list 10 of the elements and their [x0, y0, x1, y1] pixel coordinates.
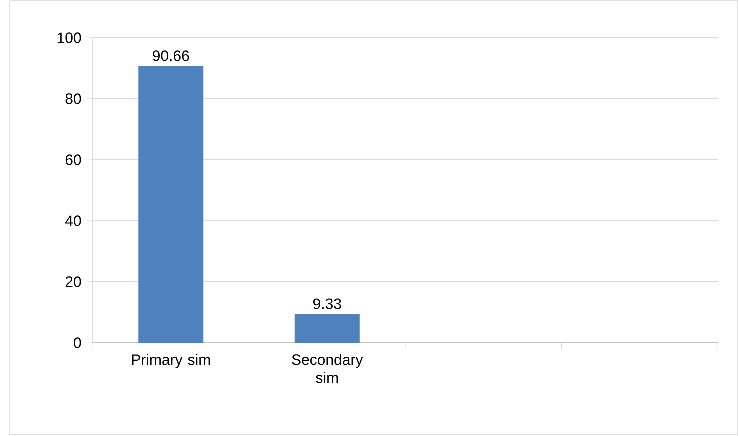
y-tick-label: 0 [74, 338, 82, 348]
data-label: 9.33 [313, 298, 342, 310]
data-label: 90.66 [153, 50, 190, 62]
y-tick-label: 40 [65, 216, 82, 226]
y-tick-label: 100 [58, 32, 82, 44]
x-tick-label: Secondary sim [292, 354, 364, 384]
x-tick-label: Primary sim [132, 354, 210, 368]
y-tick-label: 80 [66, 94, 82, 104]
y-tick-label: 20 [66, 276, 82, 288]
y-tick-label: 60 [66, 154, 82, 166]
